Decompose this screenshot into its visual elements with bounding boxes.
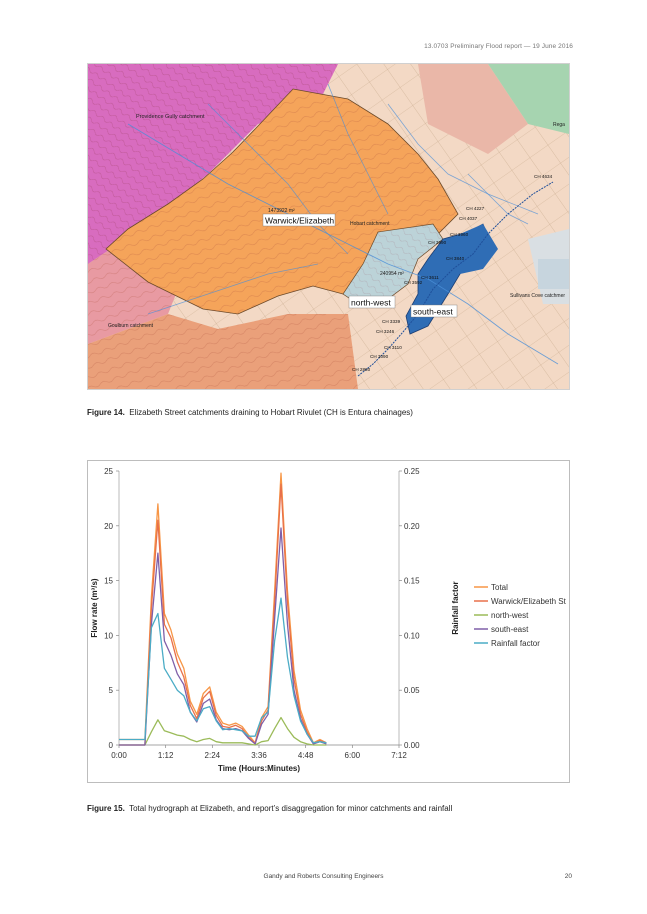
map-label-ch4634: CH 4634 xyxy=(534,174,553,179)
x-tick-label: 1:12 xyxy=(158,751,174,760)
y-tick-label: 10 xyxy=(104,631,113,640)
map-label-area2: 240954 m² xyxy=(380,271,404,277)
y2-tick-label: 0.10 xyxy=(404,631,420,640)
map-label-warwick: Warwick/Elizabeth xyxy=(265,216,334,226)
y-tick-label: 25 xyxy=(104,467,113,476)
series-line-0 xyxy=(119,472,327,744)
map-label-ch3110: CH 3110 xyxy=(384,345,402,350)
series-line-2 xyxy=(119,716,327,746)
footer-page-number: 20 xyxy=(564,873,572,880)
map-label-ch2860: CH 2860 xyxy=(352,367,371,372)
map-label-rega: Rega xyxy=(553,122,565,128)
legend-label: south-east xyxy=(491,625,529,634)
legend-label: Total xyxy=(491,583,508,592)
map-label-providence: Providence Gully catchment xyxy=(136,114,205,120)
figure-14-label: Figure 14. xyxy=(87,408,125,417)
x-tick-label: 7:12 xyxy=(391,751,407,760)
map-label-ch3090: CH 3090 xyxy=(370,354,389,359)
y-tick-label: 20 xyxy=(104,522,113,531)
page-header: 13.0703 Preliminary Flood report — 19 Ju… xyxy=(424,43,573,50)
y2-tick-label: 0.20 xyxy=(404,522,420,531)
x-tick-label: 2:24 xyxy=(205,751,221,760)
map-label-ch3339: CH 3339 xyxy=(382,319,401,324)
map-label-ch4037: CH 4037 xyxy=(459,216,478,221)
x-tick-label: 6:00 xyxy=(345,751,361,760)
legend-label: Rainfall factor xyxy=(491,639,540,648)
map-label-hobart: Hobart catchment xyxy=(350,221,390,227)
x-tick-label: 0:00 xyxy=(111,751,127,760)
x-tick-label: 3:36 xyxy=(251,751,267,760)
legend-label: Warwick/Elizabeth St xyxy=(491,597,567,606)
y2-tick-label: 0.25 xyxy=(404,467,420,476)
y-tick-label: 15 xyxy=(104,577,113,586)
footer-company: Gandy and Roberts Consulting Engineers xyxy=(263,873,384,880)
series-line-1 xyxy=(119,483,327,746)
y2-tick-label: 0.05 xyxy=(404,686,420,695)
map-label-north-west: north-west xyxy=(351,298,391,308)
figure-14-caption: Figure 14. Elizabeth Street catchments d… xyxy=(87,408,413,417)
y-tick-label: 0 xyxy=(109,741,114,750)
y2-tick-label: 0.15 xyxy=(404,577,420,586)
map-label-south-east: south-east xyxy=(413,307,453,317)
figure-15-caption: Figure 15. Total hydrograph at Elizabeth… xyxy=(87,804,452,813)
map-label-ch3246: CH 3246 xyxy=(376,329,395,334)
map-label-ch3890: CH 3890 xyxy=(428,240,447,245)
series-line-3 xyxy=(119,527,327,746)
hydrograph-chart: 0 5 10 15 20 25 0.00 0.05 0.10 0.15 0.20 0.25 0:00 1:… xyxy=(87,460,570,783)
map-label-ch3960: CH 3960 xyxy=(450,232,469,237)
x-axis-title: Time (Hours:Minutes) xyxy=(218,764,300,773)
catchment-map: Providence Gully catchment 1473922 m² Wa… xyxy=(87,63,570,390)
y-axis-title: Flow rate (m³/s) xyxy=(90,578,99,637)
x-tick-label: 4:48 xyxy=(298,751,314,760)
map-label-goulburn: Goulburn catchment xyxy=(108,323,154,329)
y2-tick-label: 0.00 xyxy=(404,741,420,750)
map-label-ch3840: CH 3840 xyxy=(446,256,465,261)
figure-15-label: Figure 15. xyxy=(87,804,125,813)
map-label-area1: 1473922 m² xyxy=(268,208,295,214)
y2-axis-title: Rainfall factor xyxy=(451,581,460,634)
map-label-sullivans: Sullivans Cove catchmer xyxy=(510,293,565,299)
y-tick-label: 5 xyxy=(109,686,114,695)
legend-label: north-west xyxy=(491,611,529,620)
map-label-ch3592: CH 3592 xyxy=(404,280,423,285)
series-line-4 xyxy=(119,597,327,744)
map-label-ch4227: CH 4227 xyxy=(466,206,485,211)
map-label-ch3611: CH 3611 xyxy=(421,275,439,280)
figure-14-text: Elizabeth Street catchments draining to … xyxy=(129,408,413,417)
figure-15-text: Total hydrograph at Elizabeth, and repor… xyxy=(129,804,453,813)
